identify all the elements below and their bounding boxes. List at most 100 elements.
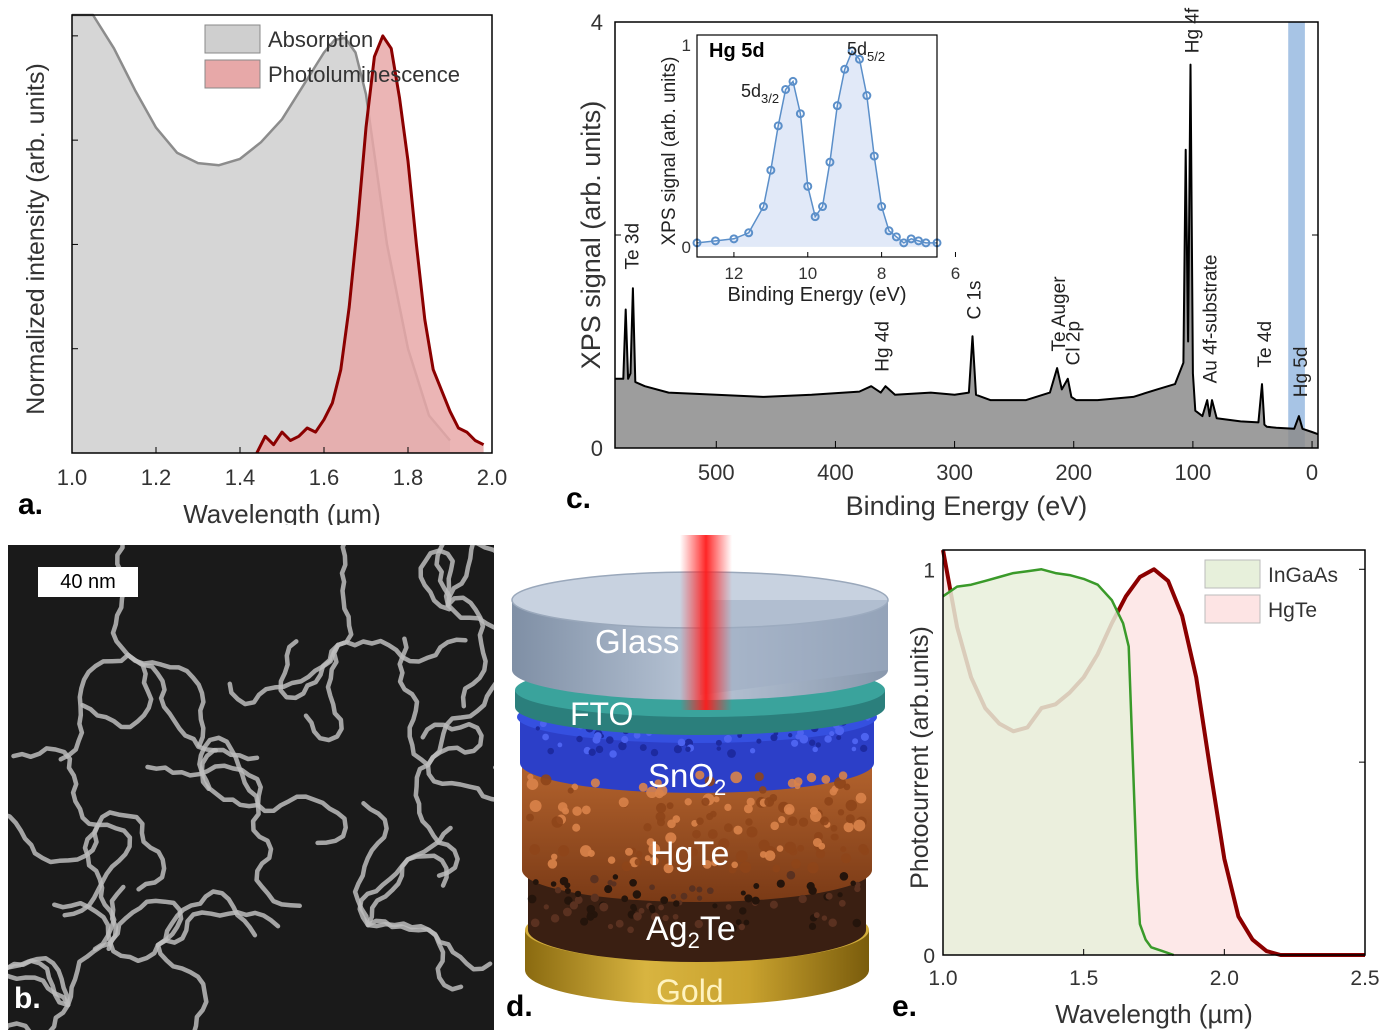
hgte-nanocrystal: [547, 859, 558, 869]
layer-label-ag2te: Ag2Te: [646, 910, 736, 953]
legend-swatch-e: [1204, 594, 1261, 624]
hgte-nanocrystal: [843, 822, 854, 833]
hgte-nanocrystal: [625, 847, 633, 856]
sno2-particle: [799, 734, 809, 744]
x-tick-label-e: 1.0: [928, 967, 957, 990]
hgte-nanocrystal: [772, 864, 781, 873]
ag2te-particle: [629, 878, 637, 887]
panel-label-a: a.: [18, 488, 44, 521]
ag2te-particle: [604, 885, 613, 894]
ag2te-particle: [607, 923, 614, 930]
chart-e-svg: 1.0 1.5 2.0 2.5 0 1 Wavelength (µm) Photocurren…: [906, 549, 1380, 1029]
hgte-nanocrystal: [764, 797, 775, 807]
ag2te-particle: [580, 917, 589, 926]
hgte-nanocrystal: [759, 786, 767, 794]
hgte-nanocrystal: [730, 771, 743, 784]
ag2te-particle: [612, 874, 619, 880]
ag2te-particle: [694, 919, 703, 929]
series-c-area: [615, 64, 1318, 448]
hgte-nanocrystal: [809, 806, 819, 815]
inset-frame: [696, 34, 938, 258]
inset-line: [696, 49, 937, 244]
x-axis-label-e: Wavelength (µm): [1055, 999, 1253, 1029]
sno2-particle: [815, 742, 821, 748]
x-tick-label-a: 1.4: [225, 465, 256, 490]
layer-label-glass: Glass: [595, 623, 679, 660]
y-tick-label-e: 0: [923, 945, 935, 968]
ag2te-particle: [621, 895, 629, 903]
x-tick-label-c: 300: [936, 460, 973, 485]
inset-x-tick-label: 10: [798, 264, 817, 283]
ag2te-particle: [550, 881, 557, 887]
particle-chain: [110, 545, 131, 658]
sno2-particle: [791, 739, 799, 747]
ag2te-particle: [586, 904, 596, 914]
hgte-nanocrystal: [824, 796, 834, 806]
inset-peak-label-base: 5d: [741, 81, 761, 101]
particle-chain: [197, 735, 261, 808]
particle-chain: [8, 958, 71, 1008]
particle-chain: [125, 652, 206, 748]
particle-chain: [418, 548, 455, 612]
ag2te-particle: [738, 923, 745, 931]
panel-label-e: e.: [892, 990, 918, 1023]
ag2te-particle: [662, 914, 669, 922]
hgte-nanocrystal: [706, 813, 714, 821]
inset-data-point: [899, 238, 909, 248]
hgte-nanocrystal: [743, 804, 753, 814]
hgte-nanocrystal: [567, 787, 574, 794]
x-axis-label-c: Binding Energy (eV): [846, 491, 1088, 521]
particle-chain: [434, 545, 494, 608]
layer-label-hgte: HgTe: [650, 835, 729, 873]
legend-label-e: HgTe: [1268, 599, 1317, 622]
ag2te-particle: [563, 907, 572, 917]
hgte-nanocrystal: [571, 783, 579, 791]
sno2-particle: [535, 726, 540, 731]
particle-chain: [52, 900, 161, 964]
hgte-nanocrystal: [841, 853, 852, 864]
ag2te-particle: [743, 919, 750, 926]
ag2te-particle: [632, 906, 638, 912]
particle-chain: [145, 763, 263, 808]
hgte-nanocrystal: [581, 805, 591, 815]
ag2te-particle: [751, 896, 760, 905]
hgte-nanocrystal: [758, 839, 770, 851]
x-tick-label-a: 1.8: [393, 465, 424, 490]
chart-e: 1.0 1.5 2.0 2.5 0 1 Wavelength (µm) Photocurren…: [890, 535, 1391, 1030]
hgte-nanocrystal: [731, 861, 739, 869]
sno2-particle: [851, 746, 857, 752]
y-axis-label-e: Photocurrent (arb.units): [906, 626, 934, 889]
hgte-nanocrystal: [666, 802, 674, 810]
series-a-1-line: [255, 34, 485, 454]
particle-chain: [8, 813, 101, 865]
hgte-nanocrystal: [739, 861, 752, 873]
hgte-nanocrystal: [701, 797, 710, 806]
ag2te-particle: [649, 907, 656, 914]
x-tick-label-e: 1.5: [1069, 967, 1098, 990]
hgte-nanocrystal: [770, 821, 779, 831]
particle-chain: [155, 910, 281, 948]
particle-chain: [227, 642, 341, 707]
particle-chain: [255, 794, 348, 846]
particle-chain: [445, 602, 494, 630]
layer-label-sno2: SnO2: [648, 757, 726, 800]
sno2-particle: [812, 746, 818, 753]
hgte-nanocrystal: [746, 797, 755, 806]
inset-data-point: [891, 232, 901, 242]
hgte-nanocrystal: [636, 850, 643, 858]
hgte-nanocrystal: [745, 818, 753, 826]
x-tick-label-c: 500: [698, 460, 735, 485]
ag2te-particle: [633, 912, 642, 921]
sno2-particle: [795, 733, 801, 740]
sno2-particle: [715, 739, 722, 746]
hgte-nanocrystal: [646, 786, 658, 799]
ag2te-particle: [786, 870, 796, 880]
particle-chain: [365, 921, 464, 992]
particle-chain: [80, 652, 154, 730]
ag2te-particle: [740, 890, 746, 896]
plot-frame-a: [71, 14, 493, 454]
legend-swatch-a: [204, 24, 261, 54]
ag2te-particle: [527, 894, 537, 904]
hgte-nanocrystal: [657, 818, 665, 827]
hgte-nanocrystal: [572, 806, 582, 816]
